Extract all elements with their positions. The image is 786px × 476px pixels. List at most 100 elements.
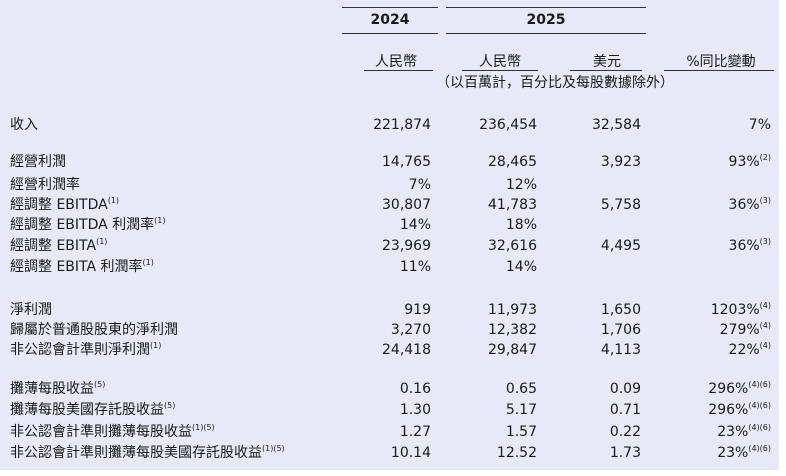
value-yoy: 1203%(4) [711,301,771,319]
header-col-usd: 美元 [593,54,621,70]
value-yoy: 22%(4) [729,341,771,359]
row-label-text: 歸屬於普通股股東的淨利潤 [10,322,178,338]
value-yoy-text: 23% [717,445,749,461]
header-mid-line-2025 [446,33,646,34]
header-note: （以百萬計，百分比及每股數據除外） [436,75,674,91]
value-2024-rmb-text: 14,765 [382,154,431,170]
value-2025-usd: 3,923 [601,153,641,171]
row-label-text: 經營利潤率 [10,177,80,193]
value-2024-rmb-text: 14% [399,217,431,233]
value-2025-usd-text: 1,706 [600,322,641,338]
value-2025-rmb-text: 0.65 [505,381,537,397]
value-2025-rmb-text: 18% [505,217,537,233]
footnote-ref: (4)(6) [748,401,771,410]
value-2024-rmb: 7% [409,176,431,194]
value-2025-usd-text: 0.09 [609,381,641,397]
row-label-text: 經調整 EBITA [10,238,97,254]
value-yoy: 296%(4)(6) [708,401,771,419]
value-2025-usd-text: 4,495 [600,238,641,254]
value-2025-rmb-text: 41,783 [488,197,537,213]
footnote-ref: (1) [150,341,162,350]
row-label: 攤薄每股收益(5) [10,380,105,398]
value-2025-rmb-text: 236,454 [479,117,537,133]
row-label-text: 淨利潤 [10,302,52,318]
value-2025-usd: 1.73 [610,444,641,462]
row-label-text: 經調整 EBITDA 利潤率 [10,217,155,233]
value-2025-usd-text: 32,584 [592,117,641,133]
value-yoy-text: 93% [728,154,760,170]
value-2025-rmb: 14% [506,258,537,276]
footnote-ref: (1) [96,237,108,246]
value-2025-usd: 5,758 [601,196,641,214]
header-underline-rmb-2024 [364,70,433,71]
value-2025-usd-text: 3,923 [600,154,641,170]
header-underline-usd [570,70,642,71]
value-2024-rmb: 14% [400,216,431,234]
value-2024-rmb: 919 [404,301,431,319]
value-2024-rmb: 1.27 [400,423,431,441]
header-top-line-2024 [342,7,438,8]
value-2024-rmb-text: 3,270 [390,322,431,338]
value-2025-usd-text: 0.22 [609,424,641,440]
row-label: 經調整 EBITDA(1) [10,196,119,214]
value-2024-rmb-text: 11% [399,259,431,275]
value-2025-rmb: 1.57 [506,423,537,441]
row-label-text: 攤薄每股美國存託股收益 [10,402,164,418]
value-2025-rmb-text: 28,465 [488,154,537,170]
right-margin [779,0,786,476]
value-2025-rmb: 236,454 [479,116,537,134]
value-2024-rmb-text: 10.14 [390,445,431,461]
footnote-ref: (5) [164,401,176,410]
footnote-ref: (2) [759,153,771,162]
header-year-2025: 2025 [526,12,566,28]
value-2024-rmb-text: 1.30 [399,402,431,418]
footnote-ref: (4)(6) [748,444,771,453]
value-2025-usd: 1,706 [601,321,641,339]
value-2025-rmb-text: 1.57 [505,424,537,440]
bottom-margin [0,470,786,476]
value-2025-rmb: 12,382 [488,321,537,339]
value-2024-rmb: 30,807 [382,196,431,214]
value-yoy: 36%(3) [729,196,771,214]
value-yoy: 7% [749,116,771,134]
value-2025-rmb-text: 12% [505,177,537,193]
row-label: 歸屬於普通股股東的淨利潤 [10,321,178,339]
value-2024-rmb-text: 0.16 [399,381,431,397]
row-label-text: 非公認會計準則攤薄每股美國存託股收益 [10,445,262,461]
value-yoy-text: 36% [728,238,760,254]
value-2025-usd: 0.09 [610,380,641,398]
value-2025-usd-text: 5,758 [600,197,641,213]
value-yoy: 296%(4)(6) [708,380,771,398]
value-2024-rmb: 1.30 [400,401,431,419]
value-2024-rmb: 11% [400,258,431,276]
value-yoy-text: 23% [717,424,749,440]
value-2024-rmb-text: 1.27 [399,424,431,440]
value-yoy-text: 296% [708,381,749,397]
value-yoy-text: 279% [719,322,760,338]
row-label-text: 攤薄每股收益 [10,381,94,397]
value-2024-rmb: 24,418 [382,341,431,359]
row-label: 經調整 EBITDA 利潤率(1) [10,216,166,234]
footnote-ref: (1) [154,216,166,225]
value-2025-rmb: 5.17 [506,401,537,419]
row-label: 經營利潤率 [10,176,80,194]
value-yoy: 23%(4)(6) [717,444,771,462]
value-2025-usd: 4,113 [601,341,641,359]
row-label: 經調整 EBITA(1) [10,237,107,255]
value-2025-usd: 0.71 [610,401,641,419]
value-2024-rmb-text: 23,969 [382,238,431,254]
row-label: 經營利潤 [10,153,66,171]
value-yoy-text: 1203% [710,302,760,318]
value-2025-rmb-text: 14% [505,259,537,275]
footnote-ref: (1) [107,196,120,205]
value-2025-rmb: 11,973 [488,301,537,319]
value-2024-rmb: 221,874 [373,116,431,134]
value-yoy-text: 7% [748,117,771,133]
value-yoy-text: 296% [708,402,749,418]
value-2025-usd: 1,650 [601,301,641,319]
value-2025-rmb-text: 5.17 [505,402,537,418]
row-label: 收入 [10,116,38,134]
value-2025-usd: 4,495 [601,237,641,255]
value-2025-rmb: 29,847 [488,341,537,359]
